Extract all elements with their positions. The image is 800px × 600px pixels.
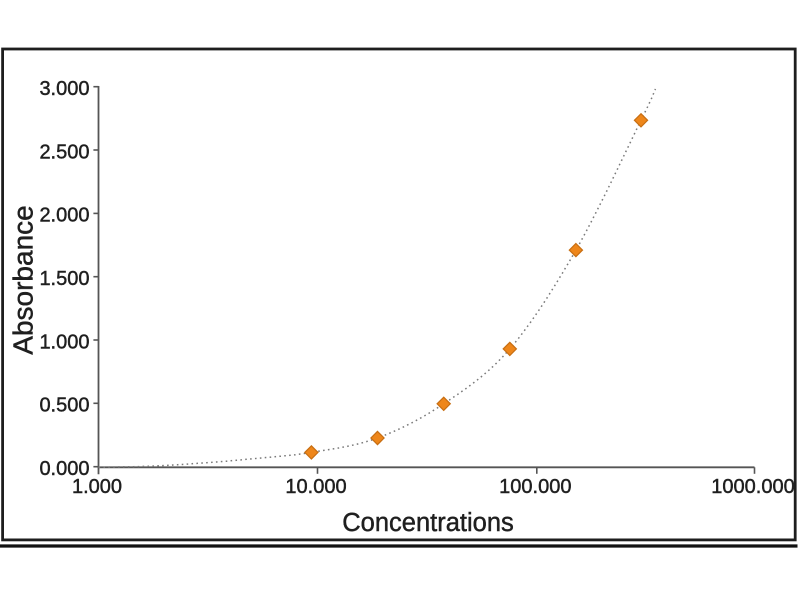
svg-text:1000.000: 1000.000 [711,476,794,498]
svg-text:10.000: 10.000 [285,476,346,498]
svg-text:Concentrations: Concentrations [342,509,514,537]
svg-text:1.000: 1.000 [72,476,122,498]
svg-text:100.000: 100.000 [499,476,571,498]
svg-text:2.500: 2.500 [39,141,89,163]
svg-text:0.500: 0.500 [39,395,89,417]
svg-text:2.000: 2.000 [39,205,89,227]
svg-text:1.500: 1.500 [39,268,89,290]
svg-text:Absorbance: Absorbance [8,205,39,354]
svg-text:1.000: 1.000 [39,331,89,353]
svg-text:0.000: 0.000 [39,458,89,480]
svg-text:3.000: 3.000 [39,78,89,100]
